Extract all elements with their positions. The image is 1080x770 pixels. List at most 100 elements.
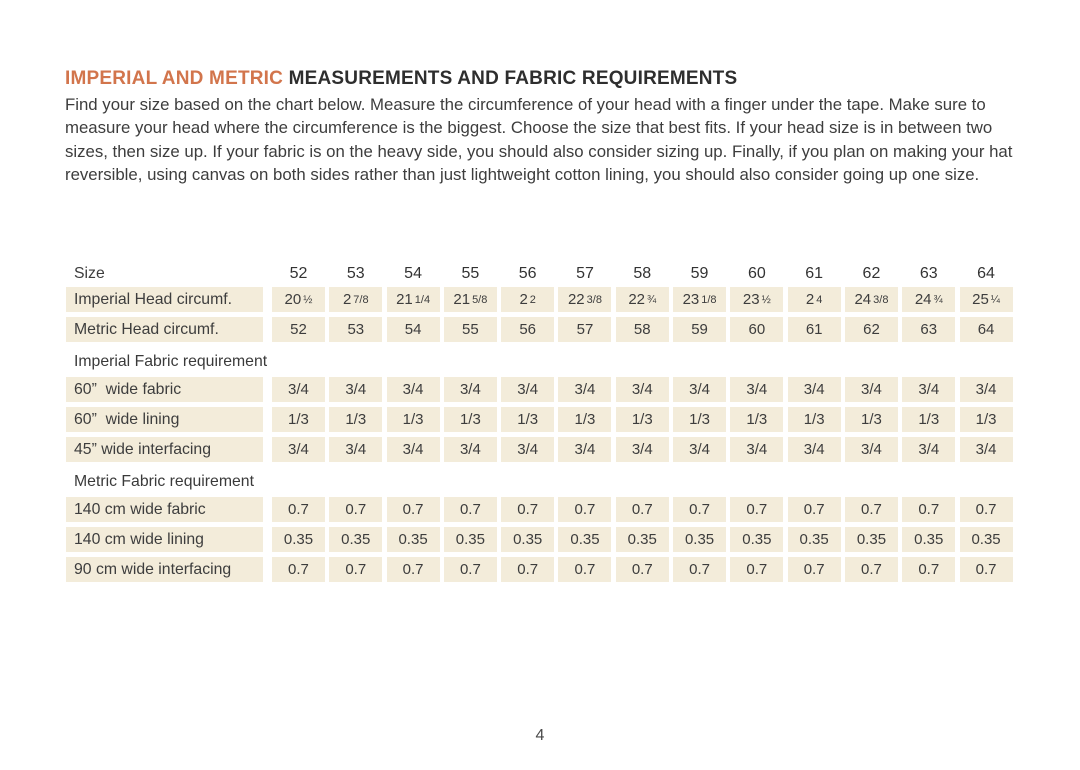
table-cell: 0.7: [787, 497, 841, 522]
table-cell: 3/4: [386, 437, 440, 462]
table-cell: 21 5/8: [443, 287, 497, 312]
table-cell: 0.7: [959, 497, 1013, 522]
table-cell: 3/4: [787, 437, 841, 462]
fraction-part: 3/8: [873, 293, 889, 306]
table-cell: 1/3: [959, 407, 1013, 432]
column-header-size: Size: [74, 264, 105, 282]
table-cell: 1/3: [615, 407, 669, 432]
table-cell: 57: [558, 317, 612, 342]
table-cell: 3/4: [501, 437, 555, 462]
table-cell: 0.7: [501, 557, 555, 582]
table-cell: 23 1/8: [673, 287, 727, 312]
table-row: Imperial Head circumf. 20 ½ 2 7/8 21 1/4 21 5/8 2…: [66, 287, 1014, 312]
size-column-header: 52: [289, 264, 308, 282]
table-cell: 1/3: [787, 407, 841, 432]
table-cell: 0.35: [386, 527, 440, 552]
table-cell: 58: [615, 317, 669, 342]
size-column-header: 64: [977, 264, 995, 282]
table-cell: 0.35: [787, 527, 841, 552]
table-cell: 52: [271, 317, 325, 342]
fraction-part: 5/8: [472, 293, 488, 306]
size-chart-table: Size 52 53 54 55 56 57 58 59 60 61 62 63 64 Imperial H…: [66, 260, 1014, 587]
table-row: 60” wide lining 1/3 1/3 1/3 1/3 1/3 1/3 1/3 1/3 1…: [66, 407, 1014, 432]
table-cell: 0.7: [271, 557, 325, 582]
table-cell: 3/4: [615, 437, 669, 462]
page-number: 4: [535, 727, 545, 744]
fraction-part: ¾: [647, 293, 657, 306]
table-cell: 3/4: [271, 377, 325, 402]
table-cell: 22 ¾: [615, 287, 669, 312]
table-cell: 3/4: [329, 377, 383, 402]
row-label: Metric Head circumf.: [66, 317, 263, 342]
size-column-header: 53: [346, 264, 365, 282]
table-cell: 24 ¾: [902, 287, 956, 312]
row-label: 60” wide lining: [66, 407, 263, 432]
table-cell: 64: [959, 317, 1013, 342]
page-title: IMPERIAL AND METRIC MEASUREMENTS AND FAB…: [65, 68, 737, 90]
table-cell: 0.7: [673, 557, 727, 582]
table-cell: 1/3: [386, 407, 440, 432]
page-title-highlight: IMPERIAL AND METRIC: [65, 68, 284, 89]
table-cell: 0.7: [959, 557, 1013, 582]
table-cell: 20 ½: [271, 287, 325, 312]
size-column-header: 56: [518, 264, 537, 282]
table-cell: 59: [673, 317, 727, 342]
table-cell: 3/4: [386, 377, 440, 402]
table-cell: 3/4: [730, 377, 784, 402]
table-cell: 0.7: [844, 557, 898, 582]
table-cell: 0.7: [787, 557, 841, 582]
page-title-rest: MEASUREMENTS AND FABRIC REQUIREMENTS: [283, 68, 738, 89]
table-cell: 2 7/8: [329, 287, 383, 312]
table-cell: 3/4: [673, 437, 727, 462]
table-cell: 3/4: [443, 437, 497, 462]
table-cell: 55: [443, 317, 497, 342]
table-cell: 1/3: [443, 407, 497, 432]
table-cell: 3/4: [558, 377, 612, 402]
size-column-header: 61: [805, 264, 824, 282]
size-column-header: 57: [576, 264, 594, 282]
table-cell: 0.35: [501, 527, 555, 552]
table-cell: 0.35: [959, 527, 1013, 552]
table-cell: 0.35: [902, 527, 956, 552]
table-section-label: Imperial Fabric requirement: [74, 353, 268, 370]
size-column-header: 55: [461, 264, 480, 282]
size-column-header: 58: [633, 264, 652, 282]
table-cell: 0.7: [844, 497, 898, 522]
table-cell: 0.35: [558, 527, 612, 552]
table-cell: 3/4: [959, 437, 1013, 462]
table-cell: 3/4: [271, 437, 325, 462]
size-column-header: 62: [862, 264, 881, 282]
fraction-part: ½: [761, 293, 771, 306]
table-cell: 23 ½: [730, 287, 784, 312]
table-cell: 25 ¼: [959, 287, 1013, 312]
size-column-header: 60: [747, 264, 766, 282]
fraction-part: 3/8: [586, 293, 602, 306]
table-cell: 0.35: [673, 527, 727, 552]
table-cell: 61: [787, 317, 841, 342]
table-cell: 0.35: [844, 527, 898, 552]
table-cell: 1/3: [501, 407, 555, 432]
table-cell: 1/3: [730, 407, 784, 432]
table-cell: 1/3: [271, 407, 325, 432]
table-cell: 3/4: [959, 377, 1013, 402]
table-row: Metric Head circumf. 52 53 54 55 56 57 58 59 60 61…: [66, 317, 1014, 342]
fraction-part: 4: [816, 293, 823, 306]
fraction-part: 7/8: [353, 293, 369, 306]
table-header-row: Size 52 53 54 55 56 57 58 59 60 61 62 63 64: [66, 260, 1014, 287]
table-row: 45” wide interfacing 3/4 3/4 3/4 3/4 3/4 3/4 3/…: [66, 437, 1014, 462]
table-cell: 0.35: [443, 527, 497, 552]
table-cell: 3/4: [902, 437, 956, 462]
table-cell: 0.7: [730, 557, 784, 582]
fraction-part: ¾: [933, 293, 943, 306]
table-row: 90 cm wide interfacing 0.7 0.7 0.7 0.7 0.7 0.7…: [66, 557, 1014, 582]
table-cell: 22 3/8: [558, 287, 612, 312]
table-cell: 0.7: [386, 557, 440, 582]
table-cell: 56: [501, 317, 555, 342]
table-cell: 21 1/4: [386, 287, 440, 312]
size-column-header: 63: [919, 264, 938, 282]
row-label: 90 cm wide interfacing: [66, 557, 263, 582]
intro-paragraph: Find your size based on the chart below.…: [65, 95, 1013, 184]
